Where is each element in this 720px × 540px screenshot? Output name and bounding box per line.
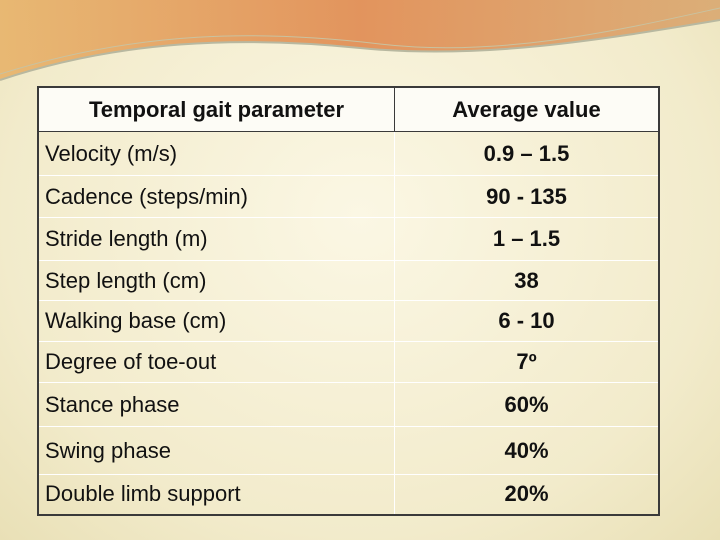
header-row: Temporal gait parameter Average value <box>37 86 660 132</box>
table-row: Cadence (steps/min) 90 - 135 <box>38 175 659 218</box>
value-cell: 20% <box>394 474 659 515</box>
value-cell: 38 <box>394 260 659 301</box>
value-cell: 1 – 1.5 <box>394 217 659 261</box>
value-cell: 6 - 10 <box>394 300 659 342</box>
table-row: Stride length (m) 1 – 1.5 <box>38 217 659 261</box>
parameter-cell: Double limb support <box>38 474 395 515</box>
value-cell: 90 - 135 <box>394 175 659 218</box>
parameter-cell: Stance phase <box>38 382 395 427</box>
parameter-cell: Degree of toe-out <box>38 341 395 383</box>
parameter-cell: Swing phase <box>38 426 395 475</box>
parameter-cell: Stride length (m) <box>38 217 395 261</box>
value-cell: 7º <box>394 341 659 383</box>
value-cell: 60% <box>394 382 659 427</box>
wave <box>0 0 720 80</box>
header-cell: Average value <box>394 86 660 132</box>
parameter-cell: Cadence (steps/min) <box>38 175 395 218</box>
parameter-cell: Walking base (cm) <box>38 300 395 342</box>
table: Temporal gait parameter Average value Ve… <box>37 86 660 516</box>
table-row: Degree of toe-out 7º <box>38 341 659 383</box>
table-row: Swing phase 40% <box>38 426 659 475</box>
header-cell: Temporal gait parameter <box>37 86 395 132</box>
table-row: Walking base (cm) 6 - 10 <box>38 300 659 342</box>
value-cell: 0.9 – 1.5 <box>394 131 659 176</box>
wave-line <box>0 7 720 75</box>
table-row: Step length (cm) 38 <box>38 260 659 301</box>
decoration <box>0 0 720 81</box>
parameter-cell: Velocity (m/s) <box>38 131 395 176</box>
table-row: Double limb support 20% <box>38 474 659 515</box>
table-row: Stance phase 60% <box>38 382 659 427</box>
value-cell: 40% <box>394 426 659 475</box>
table-row: Velocity (m/s) 0.9 – 1.5 <box>38 131 659 176</box>
wave-line <box>0 19 720 81</box>
parameter-cell: Step length (cm) <box>38 260 395 301</box>
table-body: Velocity (m/s) 0.9 – 1.5 Cadence (steps/mi… <box>38 131 659 515</box>
